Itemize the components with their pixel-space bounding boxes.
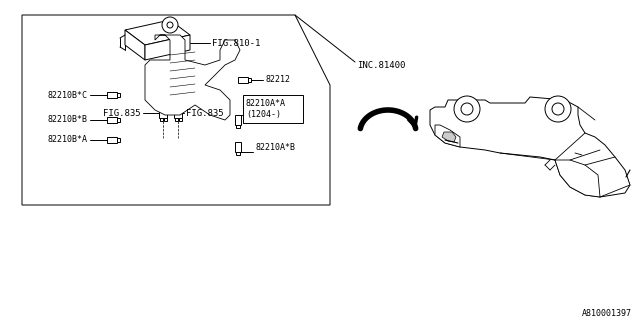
Circle shape [167, 22, 173, 28]
Polygon shape [145, 35, 240, 120]
Polygon shape [125, 30, 145, 60]
Polygon shape [442, 132, 456, 142]
Bar [175, 118, 178, 121]
Text: INC.81400: INC.81400 [357, 60, 405, 69]
Text: 82210B*B: 82210B*B [48, 116, 88, 124]
Bar [243, 95, 303, 123]
Text: FIG.835: FIG.835 [104, 108, 141, 117]
Bar [117, 138, 120, 142]
Bar [179, 118, 182, 121]
Bar [107, 117, 117, 123]
Bar [248, 78, 251, 82]
Bar [235, 142, 241, 152]
Circle shape [461, 103, 473, 115]
Bar [107, 92, 117, 98]
Bar [236, 152, 240, 155]
Circle shape [454, 96, 480, 122]
Text: 82212: 82212 [265, 76, 290, 84]
Bar [117, 93, 120, 97]
Bar [164, 118, 167, 121]
Text: FIG.835: FIG.835 [186, 108, 223, 117]
Text: FIG.810-1: FIG.810-1 [212, 38, 260, 47]
Bar [160, 118, 163, 121]
Text: 82210A*B: 82210A*B [255, 142, 295, 151]
Circle shape [552, 103, 564, 115]
Bar [159, 108, 167, 118]
Polygon shape [435, 125, 460, 147]
Polygon shape [150, 60, 157, 65]
Polygon shape [145, 35, 190, 60]
Circle shape [162, 17, 178, 33]
Bar [235, 115, 241, 125]
Polygon shape [125, 20, 190, 45]
Polygon shape [430, 97, 630, 197]
Text: 82210A*A: 82210A*A [246, 99, 286, 108]
Polygon shape [555, 160, 600, 197]
Bar [107, 137, 117, 143]
Bar [174, 108, 182, 118]
Text: 82210B*C: 82210B*C [48, 91, 88, 100]
Bar [238, 77, 248, 83]
Circle shape [545, 96, 571, 122]
Bar [236, 125, 240, 128]
Text: 82210B*A: 82210B*A [48, 135, 88, 145]
Text: A810001397: A810001397 [582, 309, 632, 318]
Bar [117, 118, 120, 122]
Text: (1204-): (1204-) [246, 110, 281, 119]
